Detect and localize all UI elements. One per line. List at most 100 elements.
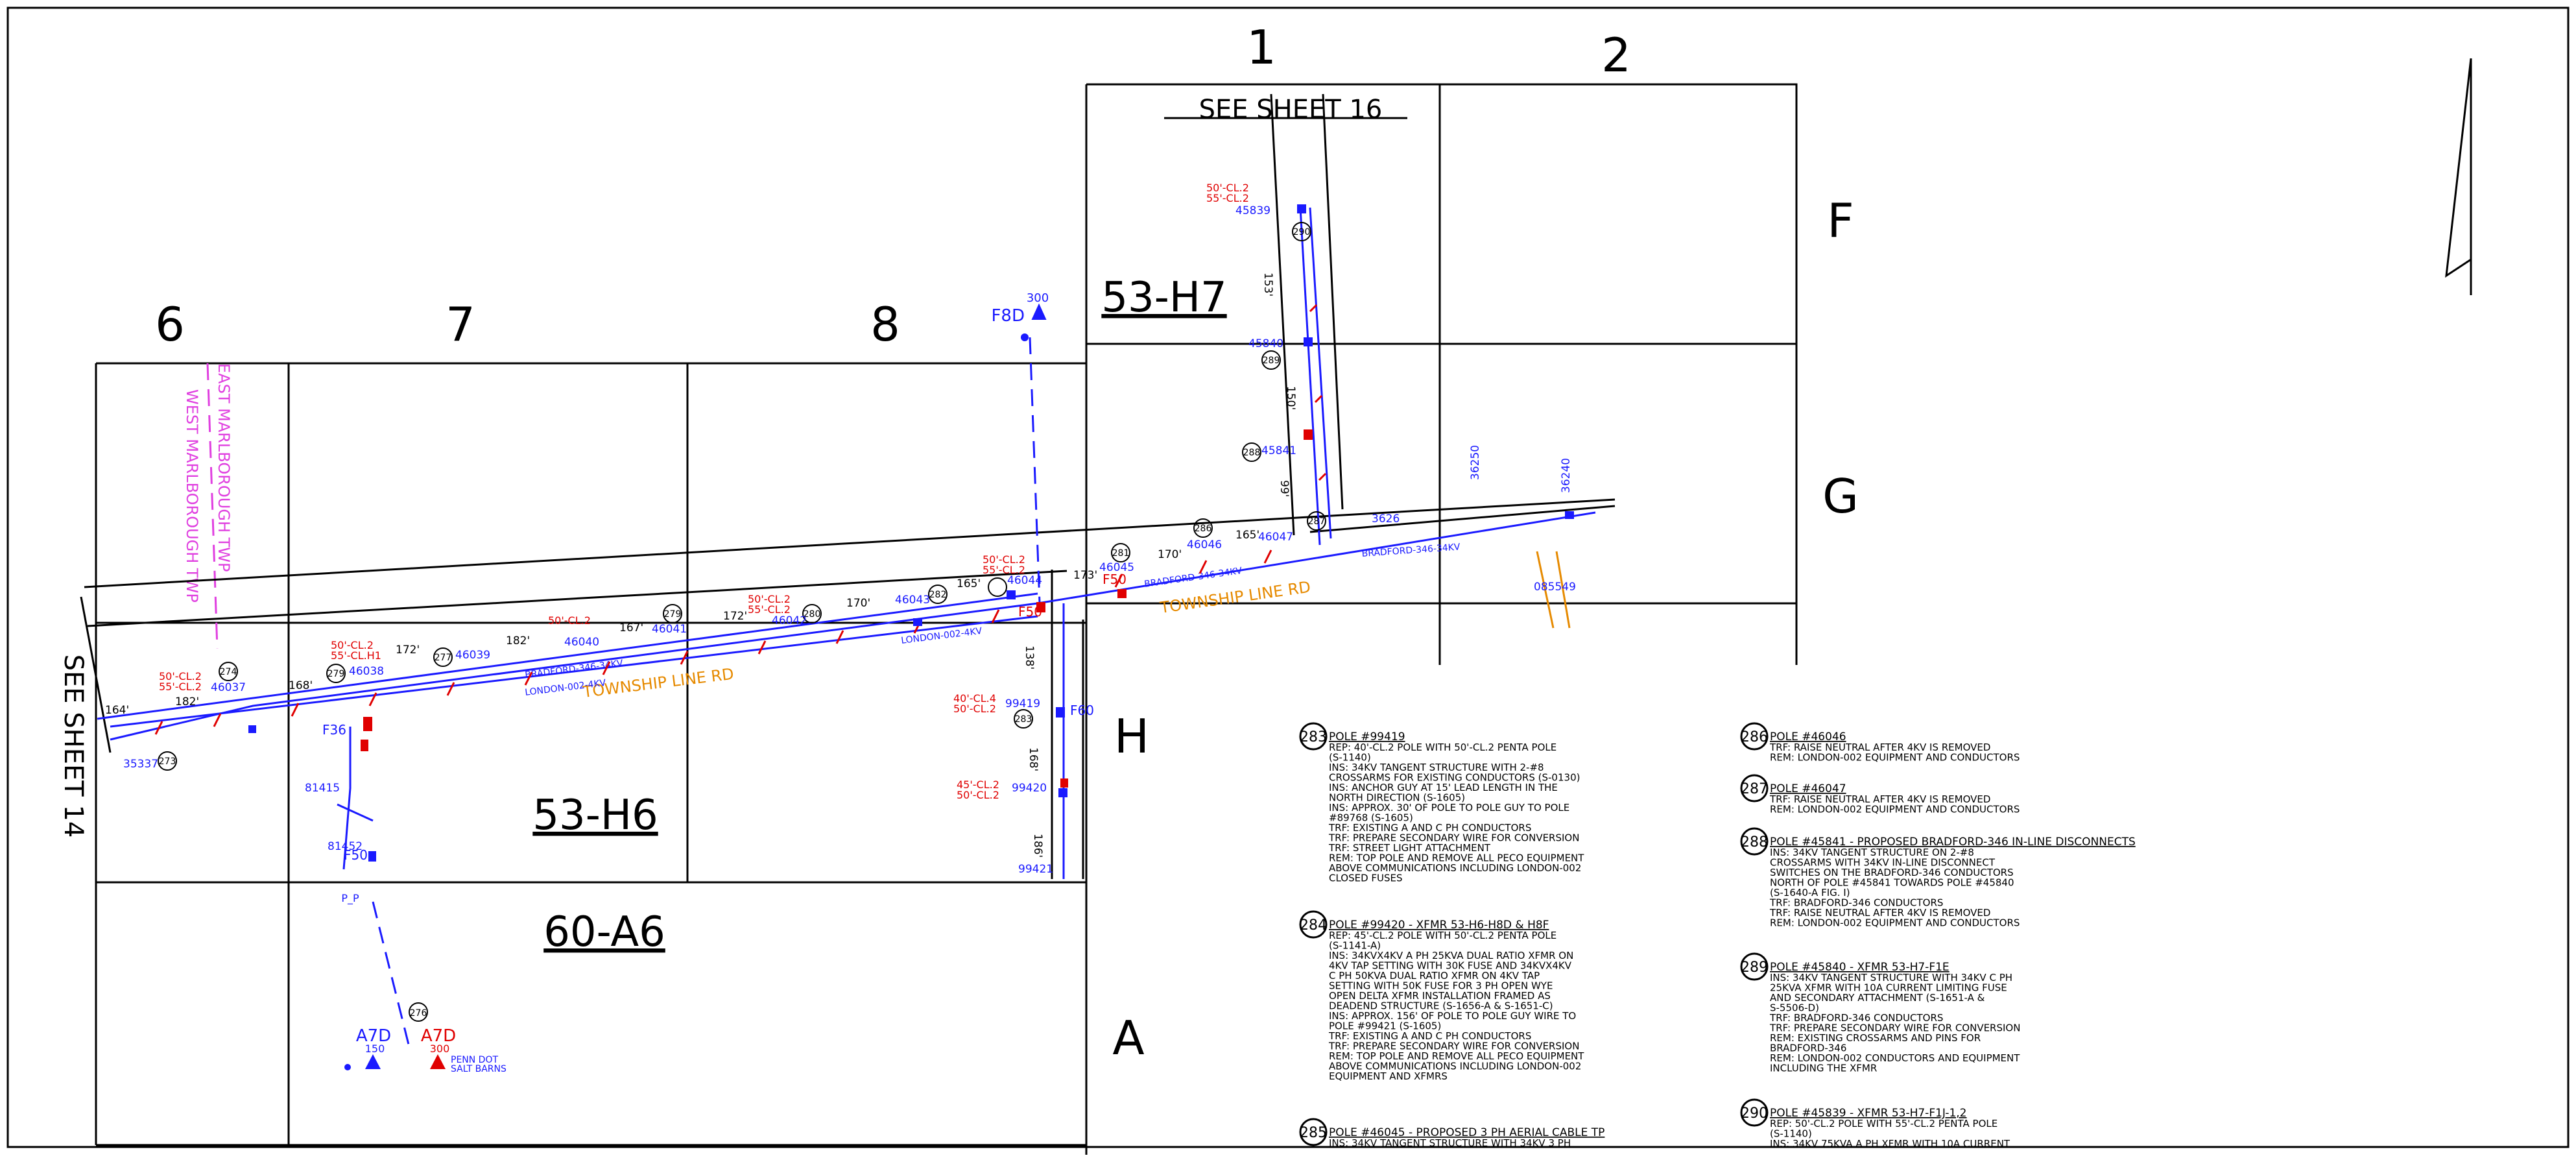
map-label-60-a6: 60-A6: [543, 908, 665, 956]
note-289-line: REM: LONDON-002 CONDUCTORS AND EQUIPMENT: [1770, 1052, 2020, 1064]
pp-label: P_P: [341, 892, 359, 905]
note-289-line: S-5506-D): [1770, 1002, 1819, 1014]
device-a7d-1-label: A7D: [356, 1026, 391, 1046]
see-sheet-14: SEE SHEET 14: [58, 655, 88, 838]
pole-46046: 46046: [1187, 538, 1222, 551]
equipment-blocks: [248, 204, 1574, 862]
note-288-line: NORTH OF POLE #45841 TOWARDS POLE #45840: [1770, 877, 2014, 889]
callout-289: 289: [1263, 356, 1280, 366]
fuse-labels: F50 F50: [1018, 572, 1127, 620]
span-165a: 165': [957, 577, 981, 590]
orange-road: [1536, 551, 1571, 629]
device-a7d-2[interactable]: A7D 300 PENN DOT SALT BARNS 276: [409, 1002, 507, 1074]
note-289-line: TRF: PREPARE SECONDARY WIRE FOR CONVERSI…: [1769, 1022, 2020, 1034]
pole-46039: 46039: [455, 649, 490, 662]
row-letter-g: G: [1822, 469, 1859, 524]
callout-277: 277: [435, 653, 452, 663]
callout-288: 288: [1243, 448, 1261, 458]
note-290-number: 290: [1741, 1105, 1768, 1122]
pole-46043: 46043: [895, 594, 930, 607]
township-boundary: EAST MARLBOROUGH TWP WEST MARLBOROUGH TW…: [183, 363, 233, 649]
transformer-icon: [430, 1054, 446, 1069]
pole-81415: 81415: [305, 782, 340, 795]
pole-46041: 46041: [652, 623, 687, 636]
span-173: 173': [1073, 569, 1097, 582]
device-a7d-2-label: A7D: [421, 1026, 456, 1046]
pole-46044: 46044: [1007, 574, 1042, 587]
note-289-line: TRF: BRADFORD-346 CONDUCTORS: [1769, 1012, 1943, 1024]
circuit-lines: [97, 207, 1596, 1045]
circuit-346-label-3: BRADFORD-346-34KV: [1361, 542, 1461, 559]
note-288-line: SWITCHES ON THE BRADFORD-346 CONDUCTORS: [1770, 867, 2014, 878]
note-289-line: BRADFORD-346: [1770, 1043, 1846, 1054]
salt-barns-label: SALT BARNS: [451, 1064, 507, 1074]
note-284: 284 POLE #99420 - XFMR 53-H6-H8D & H8FREP…: [1299, 910, 1584, 1082]
device-f8d[interactable]: F8D 300: [991, 291, 1049, 341]
device-a7d-1[interactable]: A7D 150: [344, 1026, 391, 1070]
note-286-title: POLE #46046: [1770, 730, 1846, 743]
span-99: 99': [1278, 480, 1291, 497]
note-285: 285 POLE #46045 - PROPOSED 3 PH AERIAL CA…: [1299, 1118, 1604, 1149]
pole-45840: 45840: [1248, 337, 1283, 350]
span-172a: 172': [396, 644, 420, 657]
pole-085549: 085549: [1534, 581, 1576, 594]
note-284-title: POLE #99420 - XFMR 53-H6-H8D & H8F: [1329, 919, 1549, 932]
span-186: 186': [1031, 834, 1044, 858]
pole-46045: 46045: [1099, 561, 1134, 574]
spec-50-cl2g: 50'-CL.2: [957, 789, 999, 801]
callout-280: 280: [804, 609, 821, 620]
pole-dot-icon: [1021, 333, 1029, 341]
col-number-1: 1: [1246, 20, 1276, 75]
note-283-line: TRF: EXISTING A AND C PH CONDUCTORS: [1328, 822, 1531, 834]
note-283-line: REM: TOP POLE AND REMOVE ALL PECO EQUIPM…: [1329, 852, 1584, 864]
spec-50-cl2b: 50'-CL.2: [331, 639, 374, 651]
spec-55-cl2: 55'-CL.2: [159, 681, 202, 693]
note-289-line: AND SECONDARY ATTACHMENT (S-1651-A &: [1770, 992, 1985, 1004]
note-288-line: INS: 34KV TANGENT STRUCTURE ON 2-#8: [1770, 847, 1974, 858]
callout-circle: [409, 1002, 428, 1022]
transformer-icon: [1031, 303, 1047, 320]
note-284-line: 4KV TAP SETTING WITH 30K FUSE AND 34KVX4…: [1329, 960, 1572, 972]
spec-50-cl2: 50'-CL.2: [159, 670, 202, 682]
grid-labels: 1 2 6 7 8 F G H A: [155, 20, 1859, 1065]
penn-dot-label: PENN DOT: [451, 1055, 498, 1065]
note-285-circle: [1299, 1118, 1328, 1146]
spec-50-cl2h: 50'-CL.2: [1206, 182, 1249, 194]
transformer-icon: [365, 1054, 381, 1069]
fuse-f36: F36: [322, 722, 346, 738]
note-284-line: ABOVE COMMUNICATIONS INCLUDING LONDON-00…: [1329, 1061, 1581, 1072]
device-f8d-label: F8D: [991, 306, 1025, 326]
note-284-line: EQUIPMENT AND XFMRS: [1329, 1070, 1448, 1082]
spec-50-cl2d: 50'-CL.2: [748, 593, 791, 605]
pole-46038: 46038: [349, 665, 384, 678]
note-286-line: TRF: RAISE NEUTRAL AFTER 4KV IS REMOVED: [1769, 742, 1990, 753]
see-sheet-16: SEE SHEET 16: [1199, 95, 1383, 125]
span-150: 150': [1284, 386, 1297, 410]
note-285-line: INS: 34KV TANGENT STRUCTURE WITH 34KV 3 …: [1329, 1137, 1571, 1149]
pole-3626: 3626: [1372, 513, 1400, 525]
span-172b: 172': [723, 610, 747, 623]
spec-50-cl2c: 50'-CL.2: [548, 614, 591, 627]
callout-283: 283: [1015, 714, 1032, 725]
note-288-line: TRF: BRADFORD-346 CONDUCTORS: [1769, 897, 1943, 909]
note-283-line: INS: ANCHOR GUY AT 15' LEAD LENGTH IN TH…: [1329, 782, 1558, 793]
note-283-circle: [1299, 722, 1328, 751]
pole-46042: 46042: [772, 614, 807, 627]
map-labels: 53-H7 53-H6 60-A6 SEE SHEET 16 SEE SHEET…: [58, 95, 1407, 956]
note-288-line: CROSSARMS WITH 34KV IN-LINE DISCONNECT: [1770, 857, 1996, 869]
device-f8d-kva: 300: [1027, 291, 1049, 305]
row-letter-f: F: [1827, 193, 1854, 248]
map-label-53-h6: 53-H6: [532, 791, 658, 839]
note-284-line: SETTING WITH 50K FUSE FOR 3 PH OPEN WYE: [1329, 980, 1553, 992]
pole-36250: 36250: [1469, 445, 1482, 480]
note-284-line: REP: 45'-CL.2 POLE WITH 50'-CL.2 PENTA P…: [1329, 930, 1556, 941]
col-number-2: 2: [1601, 28, 1631, 82]
pole-46037: 46037: [211, 681, 246, 694]
road-edges: [80, 93, 1616, 879]
pole-dot-icon: [344, 1064, 351, 1070]
pole-numbers: 46037 35337 46038 46039 46040 46041 4604…: [123, 204, 1576, 876]
